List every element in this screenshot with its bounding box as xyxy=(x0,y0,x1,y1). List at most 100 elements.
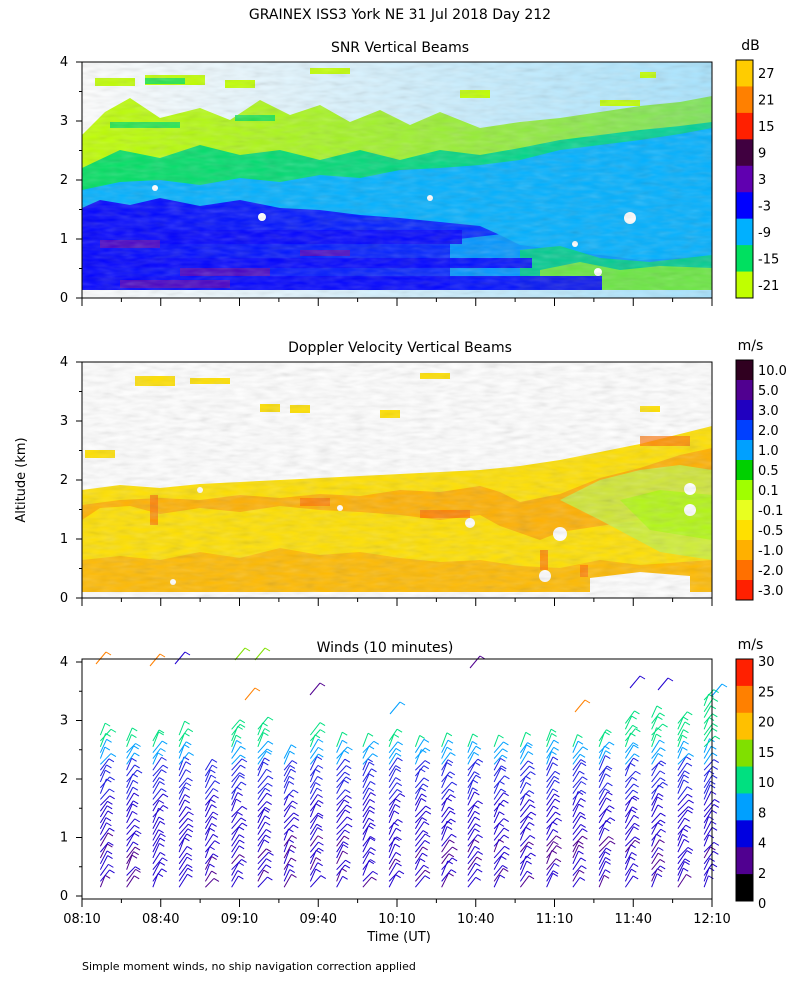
colorbar-swatch xyxy=(736,420,753,441)
wind-barb-feather xyxy=(712,765,719,770)
wind-barb xyxy=(598,808,607,824)
wind-barb xyxy=(703,799,715,812)
wind-barb xyxy=(231,792,239,806)
wind-barb-feather xyxy=(132,803,138,808)
wind-barb xyxy=(467,856,478,870)
wind-barb-feather xyxy=(239,839,245,844)
wind-barb-feather xyxy=(263,761,269,766)
wind-barb-feather xyxy=(504,775,510,780)
wind-barb xyxy=(257,834,266,847)
wind-barb-feather xyxy=(317,862,323,867)
wind-barb-feather xyxy=(159,781,165,785)
wind-barb-feather xyxy=(714,735,721,740)
wind-barb xyxy=(257,852,269,865)
wind-barb-feather xyxy=(682,867,689,872)
wind-barb xyxy=(414,821,425,835)
wind-barb xyxy=(598,827,605,841)
wind-barb-feather xyxy=(185,741,192,746)
wind-barb-feather xyxy=(344,809,351,814)
y-tick-label: 4 xyxy=(60,55,68,70)
wind-barb xyxy=(572,824,582,835)
wind-barb-feather xyxy=(658,762,664,767)
wind-barb-feather xyxy=(656,705,663,710)
wind-barb xyxy=(651,723,663,736)
wind-barb xyxy=(388,804,396,818)
wind-barb xyxy=(283,781,290,794)
wind-barb xyxy=(546,798,556,812)
wind-barb xyxy=(178,856,188,870)
wind-profile xyxy=(257,716,274,888)
wind-barb xyxy=(651,781,663,794)
wind-barb xyxy=(362,871,374,882)
wind-barb xyxy=(467,868,478,882)
wind-barb xyxy=(231,772,240,783)
wind-barb-feather xyxy=(267,740,274,745)
wind-profile xyxy=(283,744,300,888)
wind-barb xyxy=(231,719,241,730)
x-tick-label: 10:10 xyxy=(378,912,415,927)
wind-barb xyxy=(467,811,476,824)
wind-barb xyxy=(703,780,711,794)
wind-barb-feather xyxy=(372,870,379,875)
wind-barb xyxy=(204,853,214,865)
wind-barb-feather xyxy=(630,809,637,814)
wind-barb xyxy=(677,716,684,730)
wind-barb-feather xyxy=(345,765,352,770)
wind-barb xyxy=(598,773,606,788)
colorbar-label: 9 xyxy=(758,147,766,162)
wind-barb xyxy=(336,829,346,841)
wind-barb-feather xyxy=(369,837,376,842)
wind-barb xyxy=(414,798,422,812)
wind-barb xyxy=(309,868,317,882)
wind-barb xyxy=(126,792,135,806)
wind-barb xyxy=(126,851,135,865)
wind-profile xyxy=(204,758,220,888)
wind-barb xyxy=(651,733,657,747)
wind-barb-feather xyxy=(370,836,376,840)
wind-profile xyxy=(362,732,380,888)
wind-barb-feather xyxy=(578,803,584,808)
wind-barb-feather xyxy=(209,863,215,868)
wind-barb-feather xyxy=(499,811,505,816)
wind-barb-feather xyxy=(344,864,351,869)
wind-barb-feather xyxy=(530,771,536,776)
wind-barb xyxy=(467,791,475,806)
wind-barb-feather xyxy=(160,833,166,838)
wind-barb xyxy=(624,728,636,742)
wind-barb-feather xyxy=(579,811,586,816)
wind-barb-feather xyxy=(498,734,504,739)
wind-barb xyxy=(257,761,264,777)
wind-barb-feather xyxy=(629,856,636,861)
wind-barb-feather xyxy=(422,830,429,835)
wind-barb-feather xyxy=(580,759,587,763)
wind-barb-feather xyxy=(345,776,352,781)
velocity-yticks: 0 1 2 3 4 xyxy=(60,355,82,606)
wind-barb-feather xyxy=(502,865,508,869)
wind-barb-feather xyxy=(721,683,728,688)
wind-barb-feather xyxy=(688,753,694,757)
wind-barb xyxy=(231,859,242,871)
wind-barb xyxy=(99,746,106,759)
wind-barb xyxy=(126,769,138,783)
wind-barb-feather xyxy=(209,846,215,851)
wind-barb xyxy=(388,748,397,759)
wind-barb-feather xyxy=(240,781,247,786)
wind-barb-feather xyxy=(553,805,559,810)
wind-barb xyxy=(126,727,133,742)
wind-barb xyxy=(572,746,584,759)
wind-barb xyxy=(283,805,292,818)
wind-barb-feather xyxy=(368,773,375,778)
wind-barb-feather xyxy=(423,738,430,743)
wind-barb xyxy=(414,817,423,829)
wind-barb-feather xyxy=(184,794,191,799)
wind-barb xyxy=(362,817,370,829)
wind-barb-feather xyxy=(472,779,479,784)
wind-barb xyxy=(414,846,424,859)
colorbar-swatch xyxy=(736,560,753,581)
wind-profile xyxy=(388,728,406,888)
wind-barb-feather xyxy=(452,846,458,851)
wind-barb-feather xyxy=(604,788,611,793)
wind-barb xyxy=(520,771,531,783)
wind-barb-feather xyxy=(711,727,718,732)
wind-barb xyxy=(519,782,527,794)
